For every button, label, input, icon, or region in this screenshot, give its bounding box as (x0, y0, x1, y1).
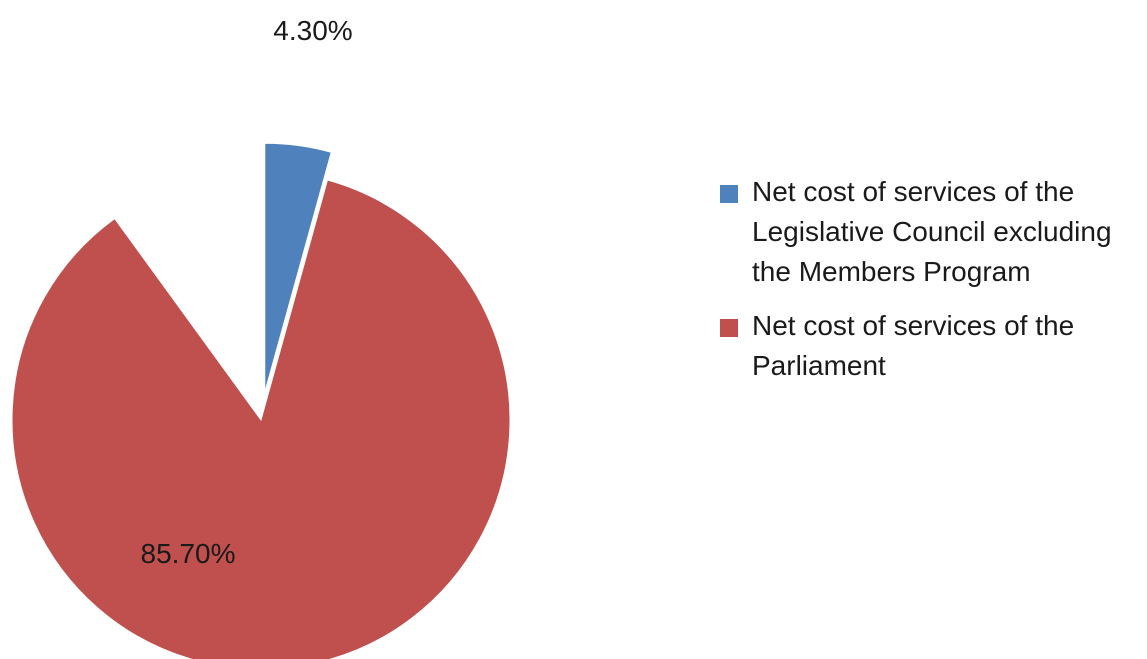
legend-label-council: Net cost of services of the Legislative … (752, 176, 1112, 287)
legend-swatch-council (720, 185, 738, 203)
pie-data-labels: 4.30% 85.70% (141, 15, 353, 569)
legend-label-parliament: Net cost of services of the Parliament (752, 310, 1075, 381)
pie-slice-label-0: 4.30% (273, 15, 352, 46)
pie-slice-label-1: 85.70% (141, 538, 236, 569)
legend-swatch-parliament (720, 319, 738, 337)
pie-slices (11, 142, 511, 659)
pie-slice-0 (264, 142, 332, 393)
legend-item-parliament: Net cost of services of the Parliament (720, 306, 1147, 386)
chart-legend: Net cost of services of the Legislative … (720, 172, 1147, 400)
pie-slice-1 (11, 179, 511, 659)
legend-item-council: Net cost of services of the Legislative … (720, 172, 1147, 292)
